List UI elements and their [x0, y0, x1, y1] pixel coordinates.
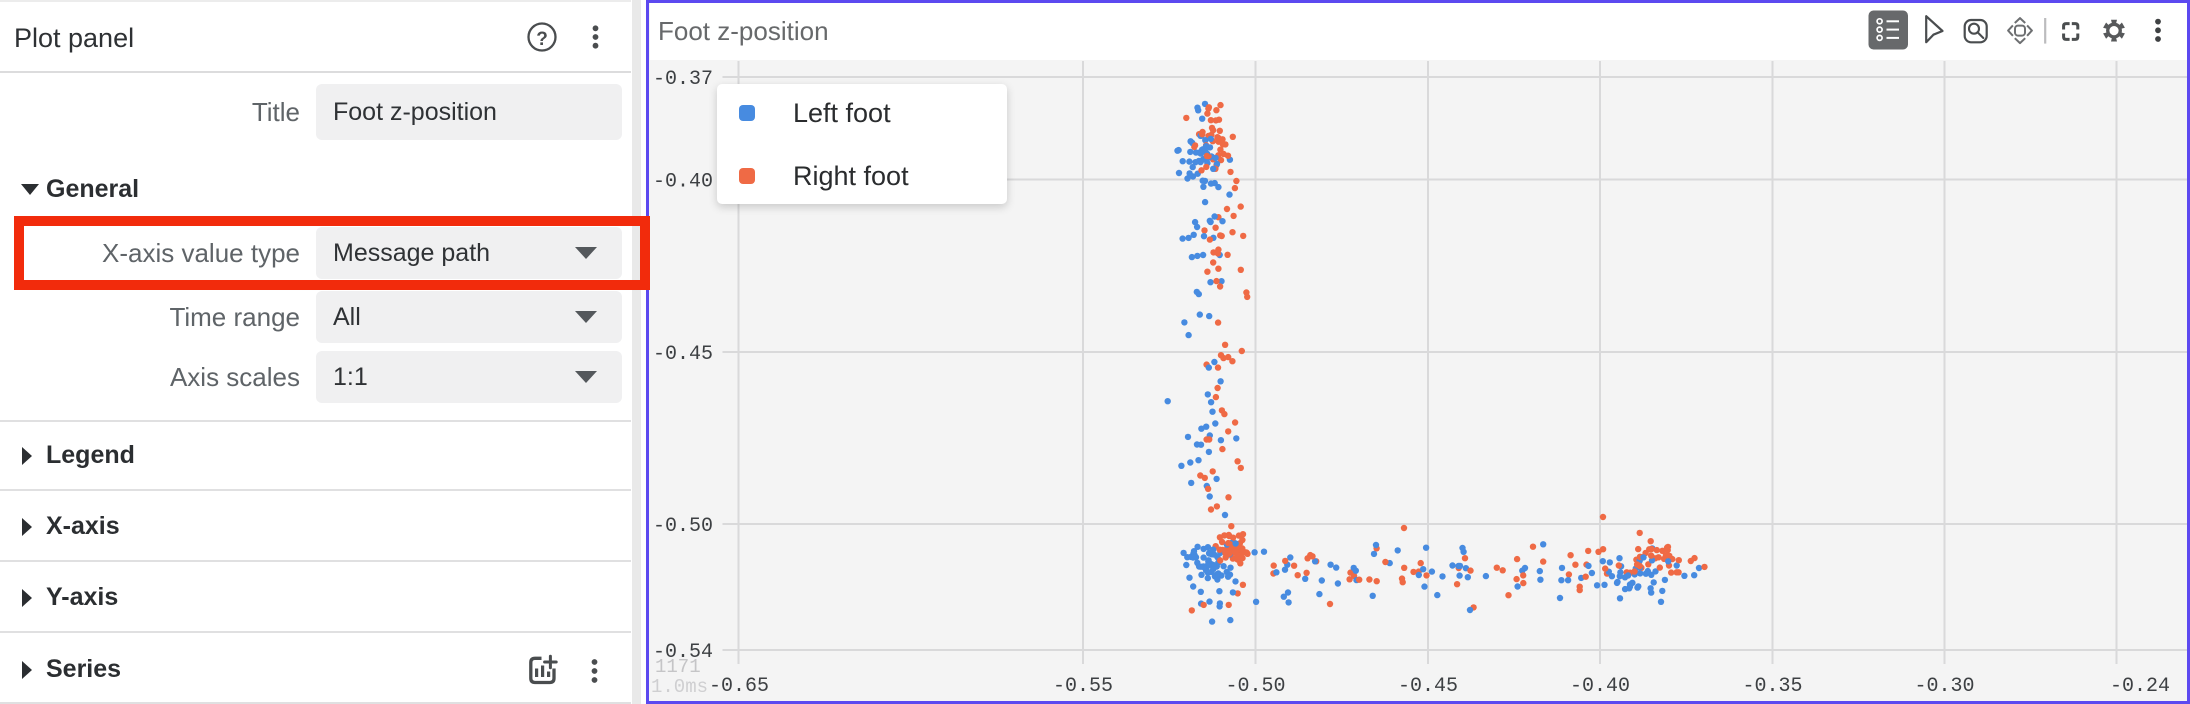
- svg-text:-0.35: -0.35: [1742, 675, 1802, 698]
- svg-text:-0.50: -0.50: [1225, 675, 1285, 698]
- svg-text:?: ?: [536, 29, 548, 50]
- svg-text:-0.55: -0.55: [1053, 675, 1113, 698]
- svg-text:-0.24: -0.24: [2110, 675, 2170, 698]
- svg-text:-0.65: -0.65: [709, 675, 769, 698]
- svg-text:-0.45: -0.45: [1398, 675, 1458, 698]
- svg-text:-0.40: -0.40: [1570, 675, 1630, 698]
- svg-text:-0.50: -0.50: [653, 515, 713, 538]
- svg-text:-0.40: -0.40: [653, 171, 713, 194]
- svg-text:1.0ms: 1.0ms: [651, 676, 708, 698]
- svg-text:-0.54: -0.54: [653, 641, 713, 664]
- svg-text:1171: 1171: [655, 656, 701, 678]
- svg-text:-0.45: -0.45: [653, 343, 713, 366]
- svg-text:-0.30: -0.30: [1914, 675, 1974, 698]
- svg-text:-0.37: -0.37: [653, 68, 713, 91]
